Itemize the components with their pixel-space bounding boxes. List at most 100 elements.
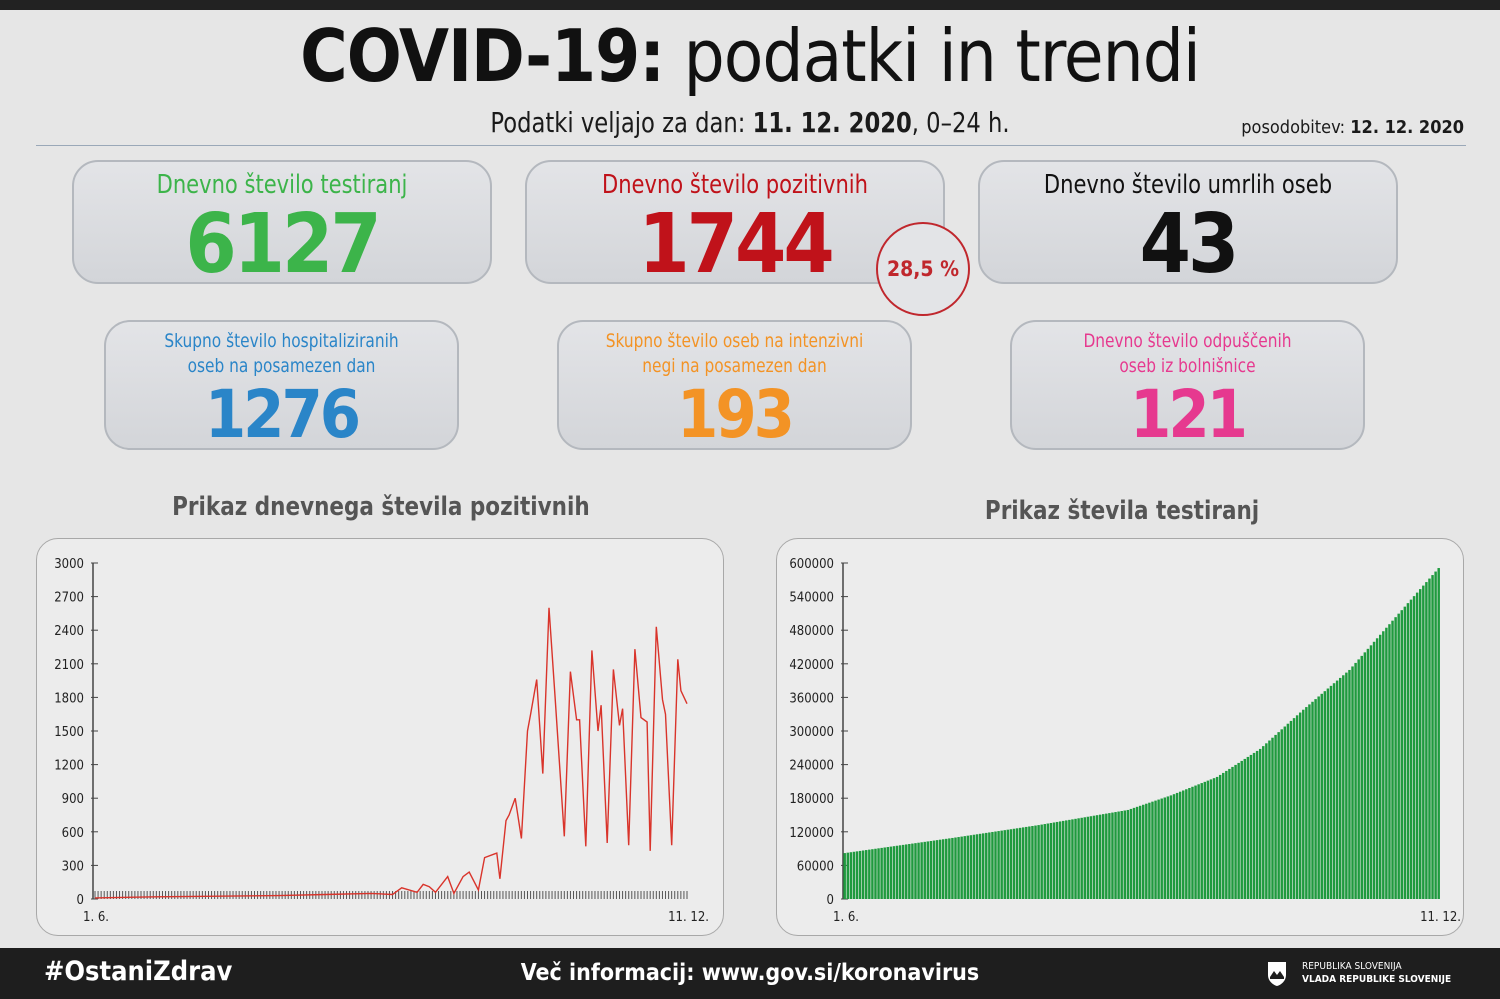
test-bar [1335,680,1339,899]
test-bar [1003,830,1006,899]
positive-line-chart: 0 300 600 900 1200 1500 1800 2100 2400 2700 3000 1.… [54,557,709,925]
test-bar [1058,821,1062,899]
test-bar [1222,772,1225,899]
y-tick-label: 2400 [54,624,84,639]
date-suffix: , 0–24 h. [911,106,1010,139]
test-bar [1083,817,1086,899]
test-bar [1274,734,1277,899]
test-bar [1329,685,1333,899]
test-bar [981,833,985,899]
test-bar [1105,813,1108,899]
test-bar [1114,812,1117,899]
test-bar [1286,723,1290,899]
test-bar [1098,814,1102,899]
test-bar [1129,808,1133,899]
test-bar [889,846,893,899]
positive-share-badge: 28,5 % [876,222,970,316]
card-tests: Dnevno število testiranj 6127 [72,160,492,290]
test-bar [1188,788,1191,899]
test-bar [1148,802,1151,899]
test-bar [858,850,862,899]
test-bar [1388,624,1391,899]
test-bar [1111,812,1114,899]
test-bar [855,851,859,899]
test-bar [929,840,933,899]
test-bar [1425,582,1428,899]
test-bar [1074,818,1077,899]
test-bar [994,831,997,899]
update-label: posodobitev: [1241,117,1351,138]
test-bar [923,841,926,899]
test-bar [1271,737,1274,899]
test-bar [1262,746,1265,899]
test-bar [1237,762,1240,899]
y-tick-label: 480000 [789,624,834,639]
card-label: Dnevno število testiranj [156,170,408,200]
card-value: 1276 [204,376,361,453]
more-info-link[interactable]: Več informacij: www.gov.si/koronavirus [520,960,980,986]
card-value: 6127 [185,197,381,292]
test-bar [1037,825,1040,899]
hashtag: #OstaniZdrav [44,956,233,987]
card-label: Skupno število hospitaliziranih [164,330,399,352]
test-bar [1338,677,1342,899]
test-bar [1292,718,1296,899]
footer: #OstaniZdrav Več informacij: www.gov.si/… [0,948,1500,999]
test-bar [1268,740,1271,899]
test-bar [969,835,973,899]
test-bar [1154,800,1157,899]
test-bar [1065,820,1068,899]
chart-panel-positive: 0 300 600 900 1200 1500 1800 2100 2400 2700 3000 1.… [36,538,724,936]
test-bar [1021,827,1025,899]
test-bar [1163,797,1167,899]
test-bar [1320,693,1323,899]
test-bar [1409,599,1413,899]
card-discharged: Dnevno število odpuščenih oseb iz bolniš… [1010,320,1365,451]
test-bar [966,835,970,899]
card-value: 43 [1139,197,1240,292]
card-label: oseb na posamezen dan [187,355,376,377]
card-label: Dnevno število pozitivnih [601,170,869,200]
test-bar [941,839,945,899]
test-bar [908,844,911,899]
test-bar [871,849,874,899]
test-bar [935,840,939,899]
test-bar [954,837,957,899]
test-bar [1385,627,1388,899]
test-bar [1215,776,1219,899]
test-bar [1258,748,1262,899]
test-bar [1212,778,1216,899]
test-bar [1000,830,1003,899]
test-bar [1101,814,1105,899]
y-tick-label: 2100 [54,658,84,673]
test-bar [975,834,979,899]
update-date: posodobitev: 12. 12. 2020 [1241,117,1464,138]
test-bar [1305,707,1308,899]
tests-bar-chart: 0 60000 120000 180000 240000 300000 360000 4200… [789,557,1461,925]
card-hospitalized: Skupno število hospitaliziranih oseb na … [104,320,459,453]
test-bar [1437,568,1440,899]
test-bar [1077,818,1080,899]
test-bar [1234,764,1237,899]
test-bar [1289,720,1293,899]
test-bar [911,843,914,899]
card-label: negi na posamezen dan [642,355,827,377]
test-bar [1378,634,1382,899]
test-bar [938,839,942,899]
test-bar [1231,766,1234,899]
test-bar [895,845,899,899]
test-bar [1246,756,1250,899]
test-bar [1317,696,1320,899]
top-bar [0,0,1500,10]
test-bar [991,831,994,899]
test-bar [1360,655,1363,899]
test-bar [861,850,865,899]
test-bar [1157,799,1160,899]
test-bar [1422,585,1425,899]
y-tick-label: 0 [827,893,834,908]
test-bar [1071,819,1074,899]
test-bar [1142,804,1145,899]
test-bar [1031,826,1034,899]
test-bar [1255,750,1259,899]
test-bar [1203,781,1207,899]
